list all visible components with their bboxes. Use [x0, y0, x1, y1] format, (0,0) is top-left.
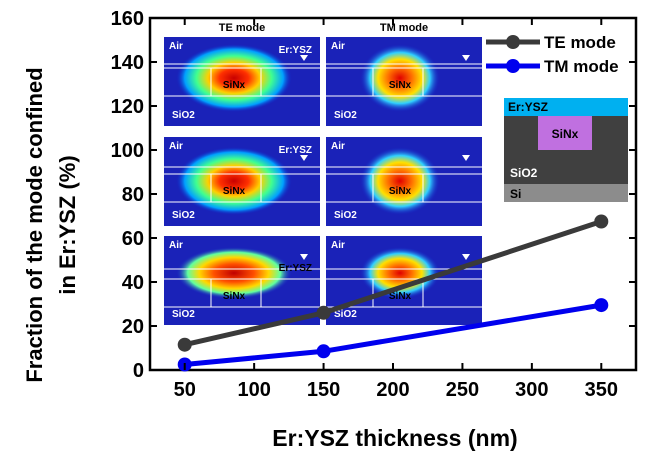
x-tick-label: 350: [585, 379, 618, 401]
air-label: Air: [169, 41, 183, 52]
down-arrow-icon: [462, 55, 470, 61]
film-label: Er:YSZ: [279, 263, 312, 274]
schematic-cladding-label: SiO2: [510, 166, 538, 180]
air-label: Air: [169, 141, 183, 152]
schematic-substrate-label: Si: [510, 187, 521, 201]
y-tick-label: 60: [122, 228, 144, 250]
down-arrow-icon: [300, 155, 308, 161]
down-arrow-icon: [300, 254, 308, 260]
te-mode-header: TE mode: [219, 22, 265, 34]
mode-profile-insets: TE mode TM mode Air SiNx SiO2 Er:YSZ Air SiNx Si…: [164, 22, 482, 325]
down-arrow-icon: [462, 254, 470, 260]
data-point-te: [177, 337, 192, 352]
y-tick-label: 160: [111, 8, 144, 30]
mode-field: [360, 147, 440, 215]
core-label: SiNx: [389, 80, 412, 91]
y-axis-label-line2: in Er:YSZ (%): [55, 155, 80, 294]
data-point-te: [316, 305, 331, 320]
data-point-tm: [316, 344, 331, 359]
mode-panel-te-2: Air SiNx SiO2 Er:YSZ: [164, 137, 320, 226]
y-tick-label: 20: [122, 316, 144, 338]
y-tick-label: 80: [122, 184, 144, 206]
air-label: Air: [331, 141, 345, 152]
data-point-tm: [594, 298, 609, 313]
substrate-label: SiO2: [334, 210, 357, 221]
y-tick-label: 100: [111, 140, 144, 162]
x-tick-label: 200: [376, 379, 409, 401]
mode-field: [360, 44, 440, 112]
schematic-film-layer: [504, 98, 628, 116]
mode-field: [176, 247, 292, 299]
x-tick-label: 250: [446, 379, 479, 401]
data-point-te: [594, 214, 609, 229]
mode-field: [176, 44, 292, 112]
mode-panel-te-1: Air SiNx SiO2 Er:YSZ: [164, 37, 320, 126]
legend-label-te: TE mode: [544, 33, 616, 52]
tm-mode-header: TM mode: [380, 22, 428, 34]
mode-panel-te-3: Air SiNx SiO2 Er:YSZ: [164, 236, 320, 325]
core-label: SiNx: [223, 291, 246, 302]
down-arrow-icon: [300, 55, 308, 61]
y-tick-label: 40: [122, 272, 144, 294]
substrate-label: SiO2: [334, 309, 357, 320]
schematic-core-label: SiNx: [552, 127, 579, 141]
axis-ticks: 0 20 40 60 80 100 120 140 160 50 100 150 200 250 300 35…: [111, 8, 636, 401]
core-label: SiNx: [389, 186, 412, 197]
mode-panel-tm-2: Air SiNx SiO2: [326, 137, 482, 226]
core-label: SiNx: [223, 186, 246, 197]
y-tick-label: 0: [133, 360, 144, 382]
core-label: SiNx: [223, 80, 246, 91]
schematic-film-label: Er:YSZ: [508, 100, 548, 114]
down-arrow-icon: [462, 155, 470, 161]
substrate-label: SiO2: [172, 210, 195, 221]
film-label: Er:YSZ: [279, 45, 312, 56]
y-axis-label-line1: Fraction of the mode confined: [22, 67, 47, 382]
x-tick-label: 300: [515, 379, 548, 401]
legend-label-tm: TM mode: [544, 57, 619, 76]
mode-field: [360, 247, 440, 299]
core-label: SiNx: [389, 291, 412, 302]
schematic-substrate-layer: [504, 184, 628, 202]
mode-field: [176, 147, 292, 215]
legend-marker-tm: [506, 59, 520, 73]
mode-panel-tm-3: Air SiNx SiO2: [326, 236, 482, 325]
y-tick-label: 140: [111, 52, 144, 74]
legend: TE mode TM mode: [486, 33, 619, 76]
x-axis-label: Er:YSZ thickness (nm): [272, 425, 517, 451]
substrate-label: SiO2: [334, 110, 357, 121]
substrate-label: SiO2: [172, 309, 195, 320]
schematic-core: [538, 116, 592, 150]
air-label: Air: [331, 41, 345, 52]
x-tick-label: 100: [237, 379, 270, 401]
legend-marker-te: [506, 35, 520, 49]
substrate-label: SiO2: [172, 110, 195, 121]
x-tick-label: 50: [174, 379, 196, 401]
y-tick-label: 120: [111, 96, 144, 118]
film-label: Er:YSZ: [279, 145, 312, 156]
air-label: Air: [169, 240, 183, 251]
mode-panel-tm-1: Air SiNx SiO2: [326, 37, 482, 126]
x-tick-label: 150: [307, 379, 340, 401]
air-label: Air: [331, 240, 345, 251]
waveguide-schematic: Er:YSZ SiNx SiO2 Si: [504, 98, 628, 202]
